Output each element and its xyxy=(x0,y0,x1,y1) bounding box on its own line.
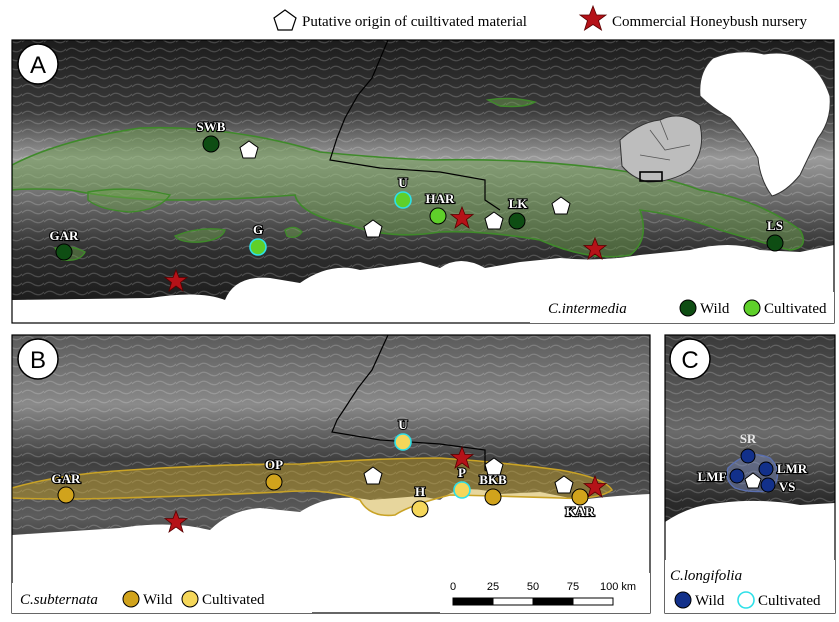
nursery-star-icon xyxy=(449,445,475,469)
cultivated-label: Cultivated xyxy=(202,592,265,608)
site-vs: VS xyxy=(760,477,796,495)
site-lmr: LMR xyxy=(758,460,809,477)
svg-text:LMR: LMR xyxy=(777,461,808,476)
pentagon-icon xyxy=(273,9,297,31)
intermedia-range xyxy=(12,126,805,258)
site-u: U xyxy=(394,174,412,209)
svg-text:LS: LS xyxy=(767,218,783,233)
nursery-star-icon xyxy=(163,509,189,533)
africa-outline xyxy=(699,51,831,197)
panel-letter: A xyxy=(30,52,46,79)
wild-label: Wild xyxy=(143,592,173,608)
site-op: OP xyxy=(264,456,284,491)
panel-a: A SWB GAR U HAR G LK xyxy=(11,39,835,324)
origin-pentagon-icon xyxy=(484,211,504,230)
svg-text:G: G xyxy=(253,222,263,237)
svg-text:LMF: LMF xyxy=(698,469,727,484)
site-lmf: LMF xyxy=(696,468,745,485)
scale-tick-label: 75 xyxy=(567,581,579,593)
cultivated-marker-icon xyxy=(743,299,761,317)
species-label: C.subternata xyxy=(20,592,98,608)
site-har: HAR xyxy=(424,190,456,225)
site-h: H xyxy=(411,483,429,518)
subternata-range xyxy=(12,457,614,517)
top-legend: Putative origin of cuiltivated material … xyxy=(273,4,807,31)
origin-pentagon-icon xyxy=(551,196,571,215)
panel-c-legend: C.longifolia Wild Cultivated xyxy=(665,560,835,613)
svg-text:BKB: BKB xyxy=(479,472,507,487)
origin-pentagon-icon xyxy=(484,457,504,476)
nursery-legend-label: Commercial Honeybush nursery xyxy=(612,14,807,30)
scale-bar: 0 25 50 75 100 km xyxy=(440,573,650,613)
species-label: C.intermedia xyxy=(548,301,627,317)
site-kar: KAR xyxy=(564,488,596,520)
svg-text:HAR: HAR xyxy=(426,191,456,206)
scale-tick-label: 100 km xyxy=(600,581,636,593)
cultivated-label: Cultivated xyxy=(758,593,821,609)
site-u: U xyxy=(394,416,412,451)
origin-pentagon-icon xyxy=(363,466,383,485)
svg-text:P: P xyxy=(458,465,466,480)
svg-text:H: H xyxy=(415,484,425,499)
origin-legend-label: Putative origin of cuiltivated material xyxy=(302,14,527,30)
svg-text:GAR: GAR xyxy=(52,471,82,486)
cultivated-marker-icon xyxy=(181,590,199,608)
svg-text:VS: VS xyxy=(779,479,796,494)
star-icon xyxy=(578,4,608,31)
panel-frame xyxy=(11,334,651,614)
svg-text:KAR: KAR xyxy=(566,504,596,519)
cultivated-marker-icon xyxy=(737,591,755,609)
site-bkb: BKB xyxy=(478,471,508,506)
panel-frame xyxy=(11,39,835,324)
wild-marker-icon xyxy=(122,590,140,608)
study-area-box xyxy=(639,171,663,182)
svg-text:LK: LK xyxy=(509,196,529,211)
nursery-star-icon xyxy=(163,268,189,292)
provincial-border xyxy=(329,40,501,211)
africa-inset xyxy=(619,51,831,197)
nursery-star-icon xyxy=(582,236,608,260)
wild-label: Wild xyxy=(695,593,725,609)
wild-marker-icon xyxy=(679,299,697,317)
site-gar: GAR xyxy=(50,470,82,504)
scale-tick-label: 0 xyxy=(450,581,456,593)
svg-text:U: U xyxy=(398,417,408,432)
site-swb: SWB xyxy=(195,118,227,153)
panel-b-legend: C.subternata Wild Cultivated xyxy=(12,583,312,613)
site-ls: LS xyxy=(766,217,784,252)
panel-c: C SR LMF LMR VS C.longifolia Wild Cultiv… xyxy=(664,334,836,614)
scale-tick-label: 50 xyxy=(527,581,539,593)
nursery-star-icon xyxy=(449,205,475,229)
nursery-star-icon xyxy=(582,474,608,498)
panel-a-legend: C.intermedia Wild Cultivated xyxy=(530,292,834,323)
wild-marker-icon xyxy=(674,591,692,609)
svg-text:SWB: SWB xyxy=(197,119,226,134)
origin-pentagon-icon xyxy=(554,475,574,494)
panel-letter-badge xyxy=(669,338,711,380)
species-label: C.longifolia xyxy=(670,568,742,584)
panel-b: B GAR OP U H P BKB xyxy=(11,334,651,614)
origin-pentagon-icon xyxy=(363,219,383,238)
panel-letter: B xyxy=(30,347,46,374)
scale-tick-label: 25 xyxy=(487,581,499,593)
panel-letter: C xyxy=(681,347,698,374)
origin-pentagon-icon xyxy=(239,140,259,159)
cultivated-label: Cultivated xyxy=(764,301,827,317)
panel-letter-badge xyxy=(17,338,59,380)
south-africa-outline xyxy=(619,115,703,183)
site-p: P xyxy=(453,464,471,499)
svg-text:U: U xyxy=(398,175,408,190)
site-gar: GAR xyxy=(48,227,80,261)
site-lk: LK xyxy=(508,195,529,230)
svg-text:SR: SR xyxy=(740,431,757,446)
site-sr: SR xyxy=(740,431,757,464)
svg-text:OP: OP xyxy=(265,457,283,472)
panel-letter-badge xyxy=(17,43,59,85)
provincial-border xyxy=(331,335,501,479)
wild-label: Wild xyxy=(700,301,730,317)
site-g: G xyxy=(249,221,267,256)
svg-text:GAR: GAR xyxy=(50,228,80,243)
origin-pentagon-icon xyxy=(744,472,762,489)
